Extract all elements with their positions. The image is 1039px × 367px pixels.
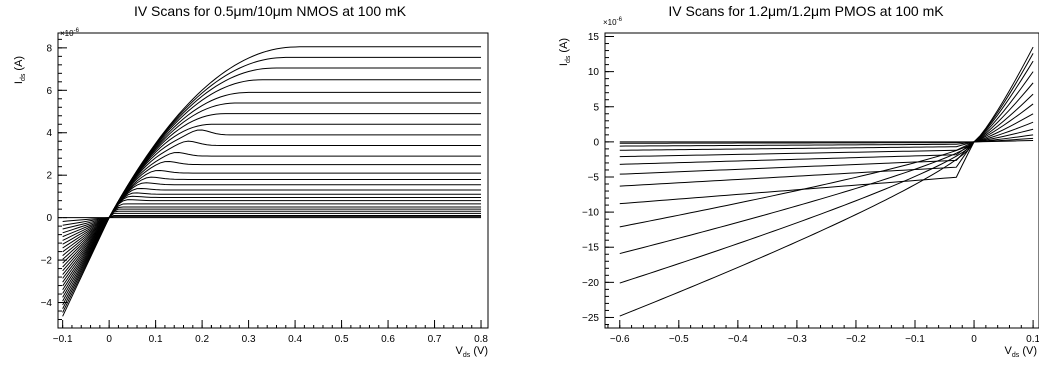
series-line [62,182,482,264]
series-line [619,128,1034,151]
x-tick-label: 0.7 [428,334,442,345]
x-axis-ticks: −0.1 0 0.1 0.2 0.3 0.4 0.5 0.6 0.7 0.8 [53,320,488,345]
series-line [62,151,482,279]
series-line [62,206,482,241]
y-axis-ticks: −4 −2 0 2 4 6 8 [41,38,67,329]
series-line [619,103,1034,175]
y-multiplier: ×10-6 [60,28,80,38]
x-tick-label: 0.6 [381,334,395,345]
series-line [62,212,482,230]
series-line [619,46,1034,317]
series-line [62,169,482,272]
x-tick-label: −0.1 [53,334,73,345]
x-tick-label: 0.4 [288,334,302,345]
pmos-curves [619,46,1034,317]
y-tick-label: 5 [593,102,599,113]
x-tick-label: 0.2 [195,334,209,345]
x-tick-label: −0.3 [787,334,807,345]
y-tick-label: 4 [46,128,52,139]
chart-title: IV Scans for 0.5μm/10μm NMOS at 100 mK [134,3,407,19]
series-line [62,129,482,287]
series-line [62,203,482,245]
x-axis-ticks: −0.6 −0.5 −0.4 −0.3 −0.2 −0.1 0 0.1 [607,320,1039,345]
series-line [619,121,1034,158]
series-line [62,160,482,275]
x-axis-label: Vds (V) [456,345,488,359]
x-axis-label: Vds (V) [1005,345,1037,359]
x-tick-label: 0 [971,334,977,345]
y-tick-label: 8 [46,43,52,54]
y-tick-label: −10 [582,208,599,219]
nmos-iv-chart: IV Scans for 0.5μm/10μm NMOS at 100 mK −… [13,3,489,359]
series-line [62,195,482,253]
series-line [619,113,1034,165]
series-line [62,210,482,234]
y-axis-label: Ids (A) [13,56,27,84]
y-axis-ticks: −25 −20 −15 −10 −5 0 5 10 15 [582,32,614,325]
series-line [62,199,482,249]
series-line [62,176,482,268]
y-tick-label: −25 [582,313,599,324]
x-tick-label: −0.4 [728,334,748,345]
series-line [619,53,1034,284]
x-tick-label: −0.2 [846,334,866,345]
series-line [62,192,482,256]
chart-title: IV Scans for 1.2μm/1.2μm PMOS at 100 mK [668,3,944,19]
series-line [619,93,1034,187]
x-tick-label: −0.5 [669,334,689,345]
y-tick-label: 2 [46,171,52,182]
y-axis-label: Ids (A) [558,38,572,66]
series-line [619,60,1034,255]
x-tick-label: 0 [106,334,112,345]
y-tick-label: −5 [588,172,600,183]
series-line [62,187,482,260]
pmos-iv-chart: IV Scans for 1.2μm/1.2μm PMOS at 100 mK … [558,3,1039,359]
y-tick-label: −15 [582,243,599,254]
series-line [619,82,1034,205]
y-tick-label: 15 [588,32,600,43]
y-tick-label: 0 [46,213,52,224]
series-line [62,46,482,317]
x-tick-label: 0.8 [474,334,488,345]
y-tick-label: −20 [582,278,599,289]
x-tick-label: 0.1 [149,334,163,345]
x-tick-label: 0.1 [1026,334,1039,345]
x-tick-label: −0.1 [905,334,925,345]
y-tick-label: 6 [46,86,52,97]
series-line [62,215,482,226]
y-tick-label: 0 [593,137,599,148]
series-line [619,137,1034,144]
series-line [619,134,1034,147]
series-line [619,71,1034,228]
y-tick-label: −2 [41,256,53,267]
plot-frame [57,32,489,329]
series-line [62,208,482,238]
series-line [62,216,482,222]
y-multiplier: ×10-6 [603,17,623,27]
y-tick-label: −4 [41,298,53,309]
nmos-curves [62,46,482,317]
plot-frame [604,32,1039,329]
y-tick-label: 10 [588,67,600,78]
x-tick-label: −0.6 [610,334,630,345]
x-tick-label: 0.3 [242,334,256,345]
x-tick-label: 0.5 [335,334,349,345]
